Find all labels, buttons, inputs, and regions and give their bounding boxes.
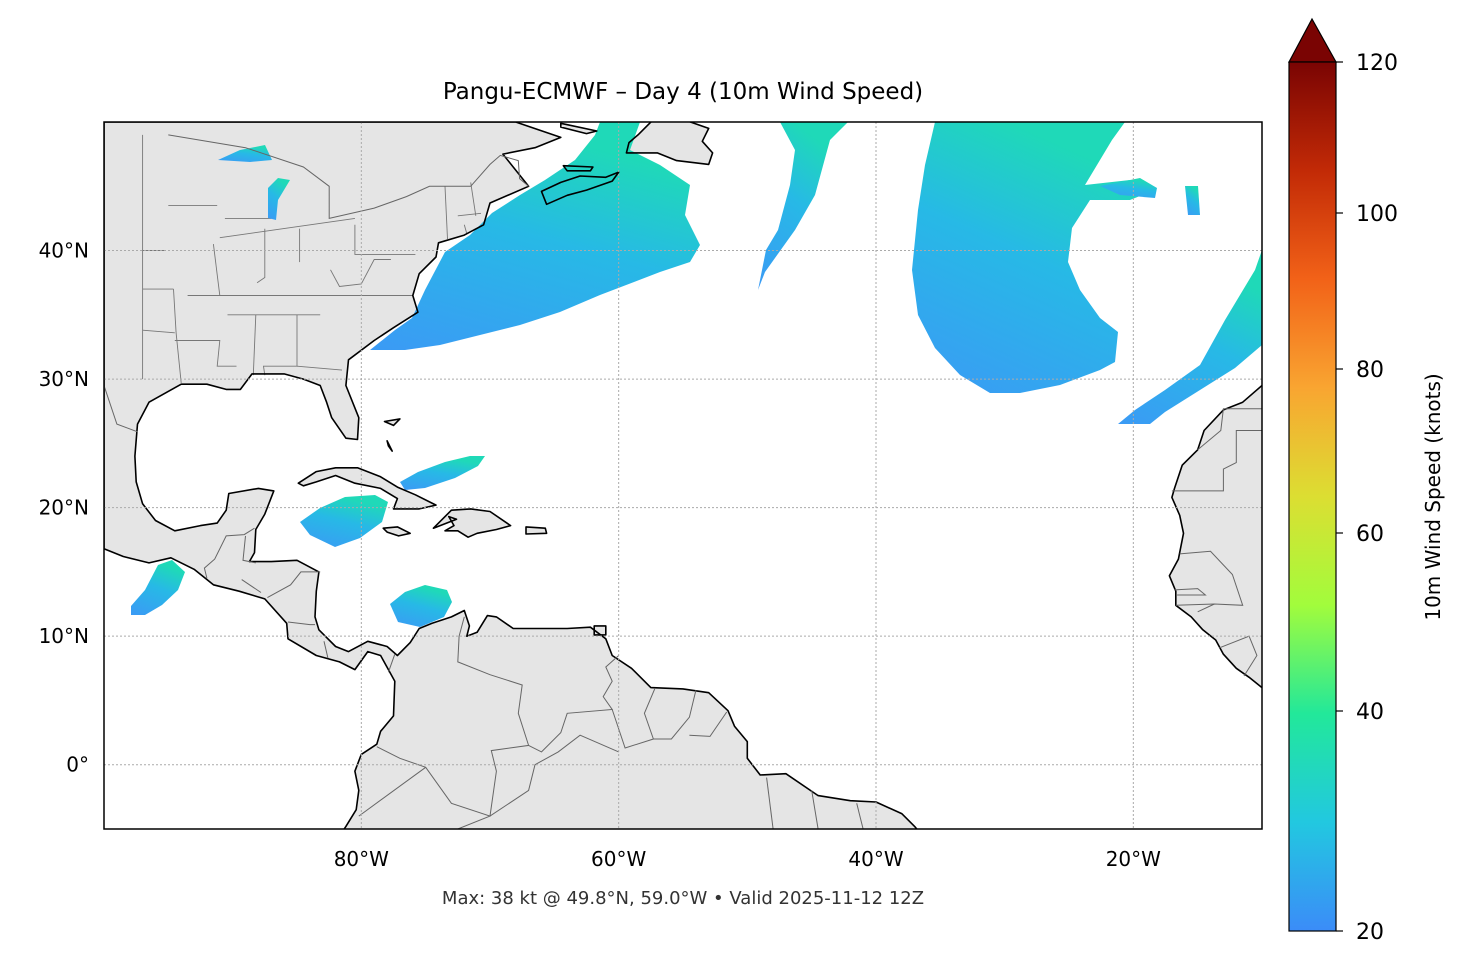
coastline-cuba <box>297 466 437 510</box>
colorbar-tick-label: 120 <box>1356 51 1398 76</box>
colorbar-tick-label: 40 <box>1356 700 1384 725</box>
state-border <box>354 224 416 255</box>
colorbar-tick-label: 20 <box>1356 920 1384 945</box>
country-border <box>1197 603 1215 613</box>
wind-area <box>758 122 848 290</box>
state-border <box>142 329 175 334</box>
land-cuba <box>298 467 436 509</box>
country-border <box>358 766 426 817</box>
country-border <box>267 571 321 599</box>
wind-area <box>370 122 700 350</box>
coastline-puertorico <box>525 526 548 535</box>
state-border <box>212 244 221 296</box>
coastline-africa <box>1168 384 1262 689</box>
country-border <box>1197 408 1262 451</box>
footer-text: Max: 38 kt @ 49.8°N, 59.0°W • Valid 2025… <box>442 888 924 909</box>
country-border <box>689 711 728 737</box>
colorbar-extend-arrow <box>1287 17 1338 63</box>
wind-area <box>268 178 290 220</box>
state-border <box>262 314 298 376</box>
country-border <box>168 134 529 220</box>
wind-speed-layer <box>131 122 1262 627</box>
map-area <box>104 122 1262 829</box>
state-border <box>444 186 448 240</box>
lat-tick-label: 20°N <box>39 496 89 520</box>
colorbar-tick-label: 60 <box>1356 522 1384 547</box>
country-border <box>376 616 530 817</box>
country-border <box>766 777 774 829</box>
coastline-bahamas1 <box>383 418 401 427</box>
wind-area <box>400 456 485 490</box>
wind-area <box>1100 178 1157 198</box>
coastline-americas <box>104 122 918 829</box>
country-border <box>457 734 619 829</box>
lat-tick-label: 40°N <box>39 239 89 263</box>
coastline-pei <box>562 164 594 172</box>
coastline-bahamas2 <box>386 439 394 452</box>
state-border <box>173 289 182 383</box>
land-newfoundland <box>626 122 713 165</box>
gridlines <box>104 122 1262 829</box>
country-border <box>287 621 315 626</box>
lon-tick-label: 80°W <box>334 847 389 871</box>
colorbar-gradient <box>1288 61 1337 932</box>
state-border <box>252 314 257 376</box>
country-border <box>1171 430 1262 492</box>
state-border <box>219 217 355 239</box>
state-border <box>296 365 343 371</box>
map-frame <box>103 121 1263 830</box>
lat-tick-label: 0° <box>66 753 89 777</box>
wind-area <box>912 122 1155 393</box>
colorbar-tick-label: 100 <box>1356 202 1398 227</box>
coastline-anticosti <box>559 122 598 135</box>
country-border <box>1175 550 1244 606</box>
coastline-novascotia <box>540 171 620 206</box>
land-bahamas1 <box>384 418 400 426</box>
axis-ticks: 80°W 60°W 40°W 20°W 0° 10°N 20°N 30°N 40°N <box>39 239 1162 871</box>
country-border <box>203 527 255 579</box>
country-border <box>241 579 262 593</box>
country-border <box>811 790 819 829</box>
lat-tick-label: 30°N <box>39 367 89 391</box>
lat-tick-label: 10°N <box>39 624 89 648</box>
country-border <box>242 535 256 564</box>
country-border <box>104 385 138 433</box>
coastline-newfoundland <box>625 122 714 166</box>
wind-area <box>218 145 272 162</box>
wind-area <box>390 585 452 627</box>
colorbar: 20 40 60 80 100 120 10m Wind Speed (knots) <box>1287 17 1445 945</box>
coastline-hispaniola <box>432 508 512 539</box>
colorbar-tick-label: 80 <box>1356 358 1384 383</box>
lon-tick-label: 60°W <box>591 847 646 871</box>
land-americas <box>104 122 917 829</box>
country-border <box>856 803 864 829</box>
state-border <box>174 340 237 367</box>
country-border <box>1261 610 1262 612</box>
wind-area <box>131 560 185 615</box>
lon-tick-label: 20°W <box>1106 847 1161 871</box>
state-border <box>463 224 468 234</box>
colorbar-label: 10m Wind Speed (knots) <box>1421 373 1445 620</box>
country-border <box>653 690 697 740</box>
country-border <box>1174 588 1207 596</box>
land-jamaica <box>383 526 411 536</box>
coastline-trinidad <box>593 625 607 636</box>
land-africa <box>1169 385 1262 688</box>
lon-tick-label: 40°W <box>848 847 903 871</box>
country-border <box>387 654 396 673</box>
wind-area <box>1118 250 1262 424</box>
coastline-layer <box>104 122 1262 829</box>
state-border <box>256 228 266 284</box>
wind-area <box>1185 186 1200 215</box>
coastline-jamaica <box>382 526 412 537</box>
country-border <box>323 641 329 659</box>
country-border <box>1219 635 1258 677</box>
state-border <box>470 182 477 216</box>
state-border <box>457 212 482 217</box>
plot-title: Pangu-ECMWF – Day 4 (10m Wind Speed) <box>443 79 923 105</box>
